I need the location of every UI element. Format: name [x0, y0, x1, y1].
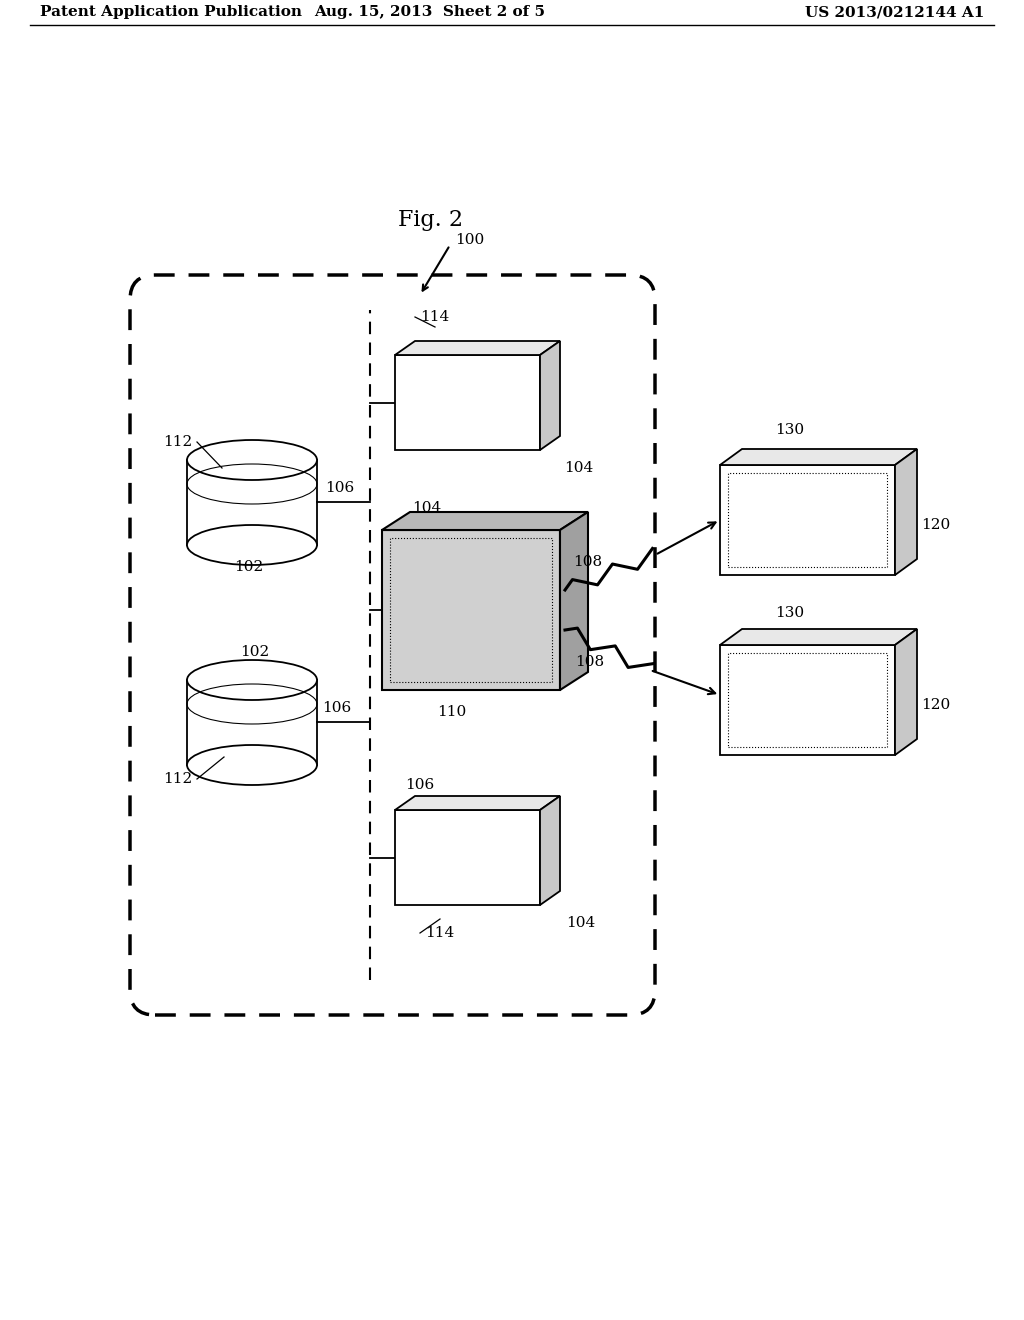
Text: Fig. 2: Fig. 2: [397, 209, 463, 231]
Text: 120: 120: [921, 698, 950, 711]
Text: 100: 100: [455, 234, 484, 247]
Ellipse shape: [187, 660, 317, 700]
Polygon shape: [720, 645, 895, 755]
Text: 104: 104: [566, 916, 595, 931]
Text: 106: 106: [322, 701, 351, 715]
Polygon shape: [187, 680, 317, 766]
Polygon shape: [187, 459, 317, 545]
Text: 114: 114: [420, 310, 450, 323]
Text: 106: 106: [406, 777, 434, 792]
Polygon shape: [720, 465, 895, 576]
Polygon shape: [540, 796, 560, 906]
Text: 106: 106: [325, 480, 354, 495]
Text: US 2013/0212144 A1: US 2013/0212144 A1: [805, 5, 984, 18]
Polygon shape: [382, 531, 560, 690]
Ellipse shape: [187, 525, 317, 565]
Text: 130: 130: [775, 422, 804, 437]
Text: 120: 120: [921, 517, 950, 532]
Text: 114: 114: [425, 927, 455, 940]
Text: 102: 102: [240, 645, 269, 659]
Text: 108: 108: [575, 655, 604, 669]
Polygon shape: [560, 512, 588, 690]
Text: 102: 102: [234, 560, 263, 574]
Text: 110: 110: [437, 705, 466, 719]
Polygon shape: [382, 512, 588, 531]
Text: 108: 108: [573, 554, 602, 569]
Polygon shape: [395, 796, 560, 810]
FancyBboxPatch shape: [130, 275, 655, 1015]
Polygon shape: [540, 341, 560, 450]
Polygon shape: [720, 449, 918, 465]
Text: Aug. 15, 2013  Sheet 2 of 5: Aug. 15, 2013 Sheet 2 of 5: [314, 5, 546, 18]
Polygon shape: [395, 341, 560, 355]
Polygon shape: [395, 355, 540, 450]
Text: Patent Application Publication: Patent Application Publication: [40, 5, 302, 18]
Text: 112: 112: [163, 772, 193, 785]
Text: 104: 104: [412, 502, 441, 515]
Text: 130: 130: [775, 606, 804, 620]
Polygon shape: [895, 630, 918, 755]
Ellipse shape: [187, 744, 317, 785]
Ellipse shape: [187, 440, 317, 480]
Text: 112: 112: [163, 436, 193, 449]
Polygon shape: [895, 449, 918, 576]
Polygon shape: [395, 810, 540, 906]
Polygon shape: [720, 630, 918, 645]
Text: 104: 104: [564, 461, 593, 475]
